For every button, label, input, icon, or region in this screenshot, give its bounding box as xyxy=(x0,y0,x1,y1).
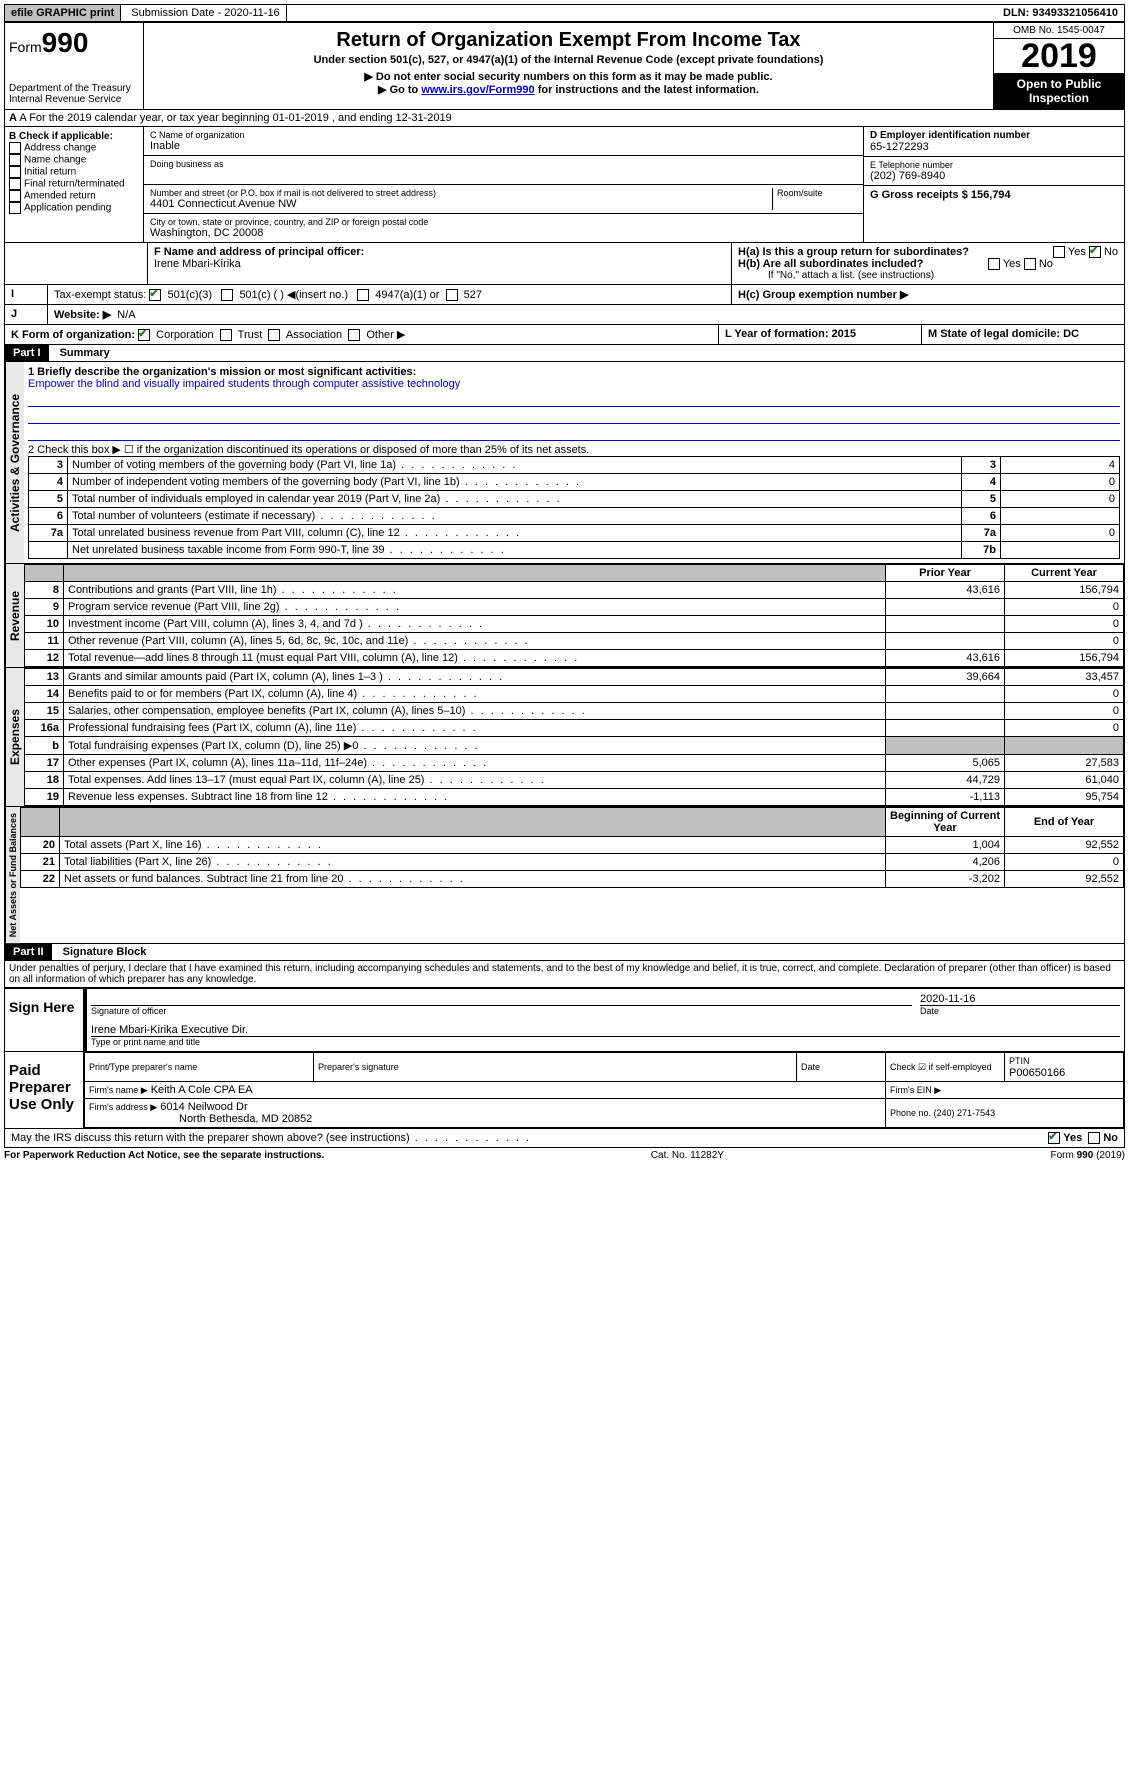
form-header: Form990 Department of the Treasury Inter… xyxy=(4,22,1125,110)
table-row: 21Total liabilities (Part X, line 26)4,2… xyxy=(21,854,1124,871)
table-row: 13Grants and similar amounts paid (Part … xyxy=(25,669,1124,686)
ein-label: D Employer identification number xyxy=(870,130,1118,141)
table-row: 5Total number of individuals employed in… xyxy=(29,491,1120,508)
open-to-public: Open to Public Inspection xyxy=(994,73,1124,109)
part-i-net-assets: Net Assets or Fund Balances Beginning of… xyxy=(4,807,1125,944)
expenses-table: 13Grants and similar amounts paid (Part … xyxy=(24,668,1124,806)
form-number: Form990 xyxy=(9,27,139,59)
table-row: 11Other revenue (Part VIII, column (A), … xyxy=(25,633,1124,650)
cat-no: Cat. No. 11282Y xyxy=(651,1150,724,1161)
paperwork-notice: For Paperwork Reduction Act Notice, see … xyxy=(4,1150,324,1161)
mission-text: Empower the blind and visually impaired … xyxy=(28,378,1120,390)
part-i-header: Part I Summary xyxy=(4,345,1125,362)
gross-receipts: G Gross receipts $ 156,794 xyxy=(870,189,1011,201)
instructions-link[interactable]: www.irs.gov/Form990 xyxy=(421,84,534,96)
revenue-table: Prior YearCurrent Year 8Contributions an… xyxy=(24,564,1124,667)
side-label-governance: Activities & Governance xyxy=(5,362,24,563)
table-row: 9Program service revenue (Part VIII, lin… xyxy=(25,599,1124,616)
mission-label: 1 Briefly describe the organization's mi… xyxy=(28,366,416,378)
officer-typed-name: Irene Mbari-Kirika Executive Dir. xyxy=(91,1024,1120,1037)
side-label-expenses: Expenses xyxy=(5,668,24,806)
table-row: 10Investment income (Part VIII, column (… xyxy=(25,616,1124,633)
dba-label: Doing business as xyxy=(150,159,857,169)
firm-name: Keith A Cole CPA EA xyxy=(151,1084,253,1096)
table-row: 14Benefits paid to or for members (Part … xyxy=(25,686,1124,703)
tax-year: 2019 xyxy=(994,39,1124,73)
addr-label: Number and street (or P.O. box if mail i… xyxy=(150,188,772,198)
h-a-label: H(a) Is this a group return for subordin… xyxy=(738,246,969,258)
city-state-zip: Washington, DC 20008 xyxy=(150,227,857,239)
form-subtitle: Under section 501(c), 527, or 4947(a)(1)… xyxy=(148,54,989,66)
table-row: 16aProfessional fundraising fees (Part I… xyxy=(25,720,1124,737)
net-assets-table: Beginning of Current YearEnd of Year 20T… xyxy=(20,807,1124,888)
table-row: 20Total assets (Part X, line 16)1,00492,… xyxy=(21,837,1124,854)
note-ssn: ▶ Do not enter social security numbers o… xyxy=(148,70,989,83)
col-b-checkboxes: B Check if applicable: Address change Na… xyxy=(5,127,144,242)
table-row: 22Net assets or fund balances. Subtract … xyxy=(21,871,1124,888)
phone-label: E Telephone number xyxy=(870,160,1118,170)
section-b-through-g: B Check if applicable: Address change Na… xyxy=(4,127,1125,243)
submission-date: Submission Date - 2020-11-16 xyxy=(125,5,286,21)
row-a-tax-year: A A For the 2019 calendar year, or tax y… xyxy=(4,110,1125,127)
sign-here-label: Sign Here xyxy=(5,989,84,1051)
paid-preparer-section: Paid Preparer Use Only Print/Type prepar… xyxy=(4,1052,1125,1129)
phone-value: (202) 769-8940 xyxy=(870,170,1118,182)
table-row: 3Number of voting members of the governi… xyxy=(29,457,1120,474)
row-i: I Tax-exempt status: 501(c)(3) 501(c) ( … xyxy=(4,285,1125,305)
side-label-net-assets: Net Assets or Fund Balances xyxy=(5,807,20,943)
sig-date: 2020-11-16 xyxy=(920,993,1120,1006)
sig-officer-label: Signature of officer xyxy=(91,1006,912,1016)
table-row: 17Other expenses (Part IX, column (A), l… xyxy=(25,755,1124,772)
table-row: 6Total number of volunteers (estimate if… xyxy=(29,508,1120,525)
officer-label: F Name and address of principal officer: xyxy=(154,246,364,258)
row-j: J Website: ▶ N/A xyxy=(4,305,1125,325)
line-2-checkbox: 2 Check this box ▶ ☐ if the organization… xyxy=(28,443,1120,456)
city-label: City or town, state or province, country… xyxy=(150,217,857,227)
street-address: 4401 Connecticut Avenue NW xyxy=(150,198,772,210)
form-title: Return of Organization Exempt From Incom… xyxy=(148,29,989,52)
table-row: Net unrelated business taxable income fr… xyxy=(29,542,1120,559)
table-row: 4Number of independent voting members of… xyxy=(29,474,1120,491)
perjury-statement: Under penalties of perjury, I declare th… xyxy=(4,961,1125,988)
officer-name: Irene Mbari-Kirika xyxy=(154,258,241,270)
sign-here-section: Sign Here Signature of officer 2020-11-1… xyxy=(4,988,1125,1052)
room-label: Room/suite xyxy=(777,188,857,198)
dept-treasury: Department of the Treasury xyxy=(9,83,139,94)
form-footer: Form 990 (2019) xyxy=(1051,1150,1125,1161)
part-i-expenses: Expenses 13Grants and similar amounts pa… xyxy=(4,668,1125,807)
table-row: bTotal fundraising expenses (Part IX, co… xyxy=(25,737,1124,755)
table-row: 7aTotal unrelated business revenue from … xyxy=(29,525,1120,542)
org-name-label: C Name of organization xyxy=(150,130,857,140)
row-f-h: F Name and address of principal officer:… xyxy=(4,243,1125,285)
part-i-revenue: Revenue Prior YearCurrent Year 8Contribu… xyxy=(4,564,1125,668)
governance-table: 3Number of voting members of the governi… xyxy=(28,456,1120,559)
state-domicile: M State of legal domicile: DC xyxy=(928,328,1079,340)
top-bar: efile GRAPHIC print Submission Date - 20… xyxy=(4,4,1125,22)
footer: For Paperwork Reduction Act Notice, see … xyxy=(4,1148,1125,1163)
firm-addr2: North Bethesda, MD 20852 xyxy=(89,1113,312,1125)
h-b-label: H(b) Are all subordinates included? xyxy=(738,258,923,270)
row-klm: K Form of organization: Corporation Trus… xyxy=(4,325,1125,345)
org-name: Inable xyxy=(150,140,857,152)
table-row: 18Total expenses. Add lines 13–17 (must … xyxy=(25,772,1124,789)
part-ii-header: Part II Signature Block xyxy=(4,944,1125,961)
irs-label: Internal Revenue Service xyxy=(9,94,139,105)
dln: DLN: 93493321056410 xyxy=(997,5,1124,21)
ptin-value: P00650166 xyxy=(1009,1067,1065,1079)
table-row: 12Total revenue—add lines 8 through 11 (… xyxy=(25,650,1124,667)
firm-addr1: 6014 Neilwood Dr xyxy=(160,1101,247,1113)
discuss-row: May the IRS discuss this return with the… xyxy=(4,1129,1125,1148)
table-row: 15Salaries, other compensation, employee… xyxy=(25,703,1124,720)
efile-label[interactable]: efile GRAPHIC print xyxy=(5,5,121,21)
h-c-label: H(c) Group exemption number ▶ xyxy=(732,285,1124,304)
firm-phone: Phone no. (240) 271-7543 xyxy=(890,1108,995,1118)
year-formation: L Year of formation: 2015 xyxy=(725,328,856,340)
side-label-revenue: Revenue xyxy=(5,564,24,667)
ein-value: 65-1272293 xyxy=(870,141,1118,153)
table-row: 8Contributions and grants (Part VIII, li… xyxy=(25,582,1124,599)
paid-preparer-label: Paid Preparer Use Only xyxy=(5,1052,84,1128)
table-row: 19Revenue less expenses. Subtract line 1… xyxy=(25,789,1124,806)
part-i-activities-governance: Activities & Governance 1 Briefly descri… xyxy=(4,362,1125,564)
